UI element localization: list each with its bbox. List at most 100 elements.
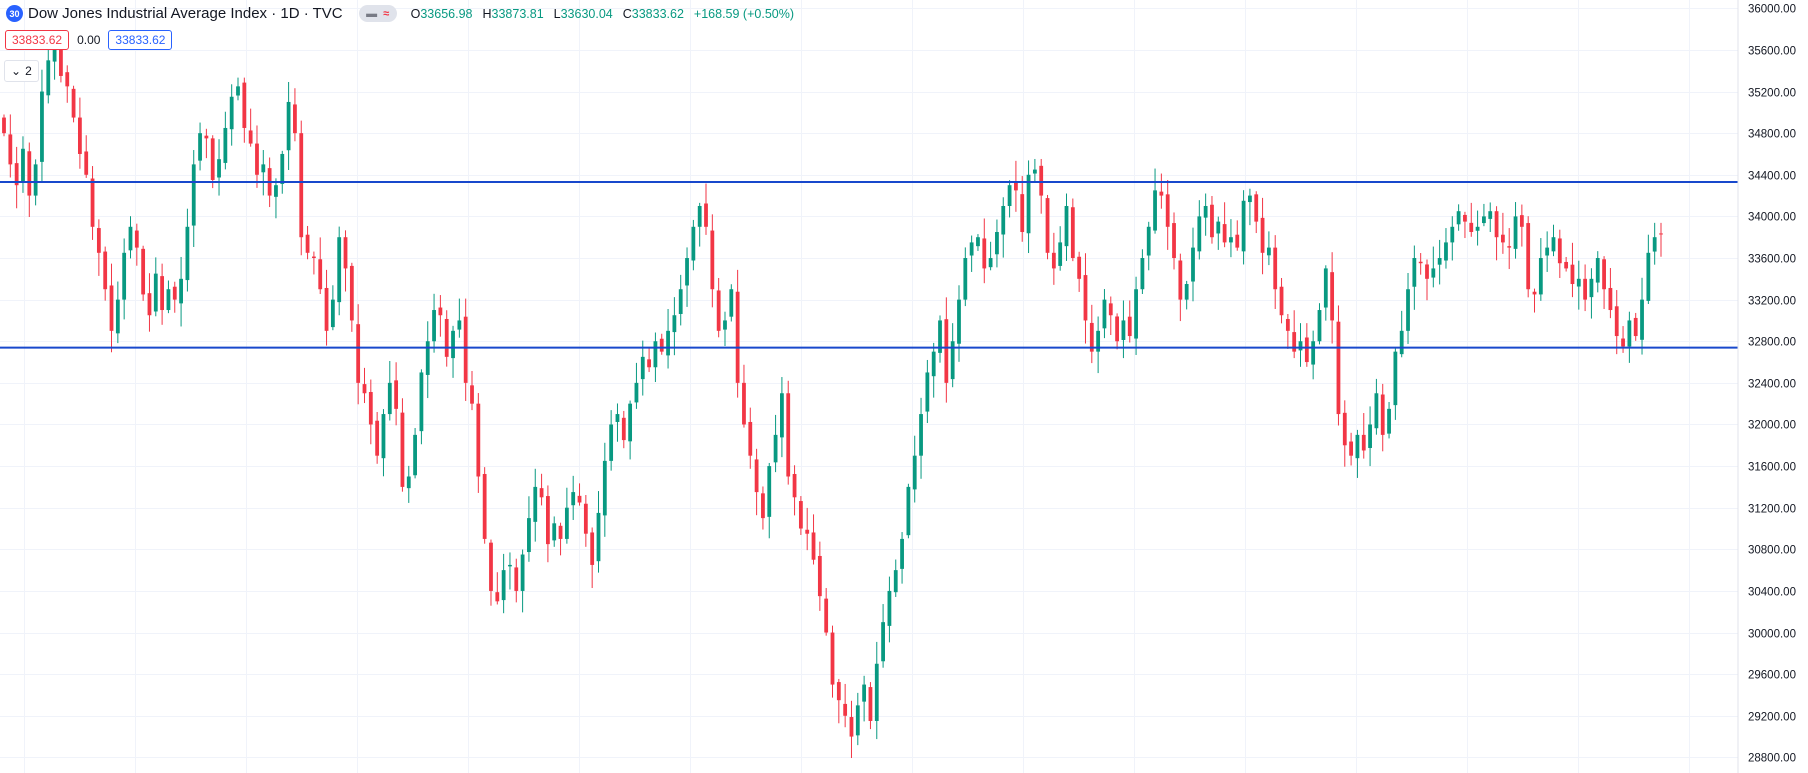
candle-body: [191, 164, 196, 226]
candle-body: [255, 143, 259, 175]
candle-body: [141, 248, 146, 295]
y-tick-label: 34000.00: [1748, 212, 1796, 224]
candle-body: [571, 492, 576, 506]
candle-body: [590, 532, 595, 565]
candle-body: [1494, 211, 1499, 238]
close-value: 33833.62: [631, 6, 684, 21]
candle-body: [609, 424, 614, 461]
candle-body: [349, 265, 354, 321]
candle-body: [862, 684, 867, 702]
candle-body: [1500, 234, 1505, 243]
candle-body: [59, 43, 63, 76]
candle-body: [602, 460, 607, 516]
candle-body: [1621, 338, 1625, 347]
buy-button[interactable]: 33833.62: [108, 30, 173, 50]
y-tick-label: 34400.00: [1748, 171, 1796, 183]
candle-body: [229, 96, 234, 130]
candle-body: [71, 88, 76, 118]
candle-body: [1197, 216, 1202, 252]
candle-body: [1532, 291, 1537, 295]
candle-body: [716, 290, 721, 331]
candle-body: [1178, 260, 1183, 300]
candle-body: [1595, 258, 1600, 283]
chevron-down-icon: ⌄: [11, 64, 22, 78]
candle-body: [451, 330, 455, 359]
y-tick-label: 33600.00: [1748, 254, 1796, 266]
candle-body: [1096, 330, 1101, 352]
candle-body: [1241, 200, 1246, 252]
y-tick-label: 31600.00: [1748, 462, 1796, 474]
candle-body: [780, 393, 784, 438]
y-tick-label: 35200.00: [1748, 88, 1796, 100]
candle-body: [77, 117, 82, 154]
candle-body: [824, 598, 829, 633]
candle-body: [90, 178, 95, 227]
candle-body: [647, 359, 651, 368]
candle-body: [754, 459, 759, 493]
candle-body: [691, 226, 696, 261]
candle-body: [982, 238, 987, 269]
candle-body: [179, 278, 183, 304]
candle-body: [634, 382, 639, 403]
candle-body: [1589, 278, 1594, 298]
candle-body: [1273, 247, 1278, 290]
indicators-toggle-button[interactable]: ⌄ 2: [4, 60, 39, 82]
candle-body: [236, 86, 240, 96]
price-axis-background: [1738, 0, 1808, 773]
candle-body: [520, 554, 525, 591]
chart-legend: 30 Dow Jones Industrial Average Index · …: [6, 5, 794, 22]
ohlc-values: O33656.98 H33873.81 L33630.04 C33833.62 …: [410, 6, 794, 21]
candle-body: [659, 338, 664, 352]
candle-body: [406, 476, 411, 489]
candle-body: [217, 159, 221, 178]
candle-body: [957, 299, 961, 344]
candle-body: [198, 133, 202, 161]
candle-body: [394, 380, 399, 409]
candle-body: [261, 164, 266, 173]
candle-body: [969, 242, 974, 256]
candle-body: [33, 164, 38, 196]
candle-body: [1102, 299, 1107, 329]
candle-body: [1165, 194, 1170, 227]
candle-body: [400, 412, 405, 487]
candle-body: [1235, 234, 1240, 248]
candle-body: [950, 341, 955, 380]
candle-body: [160, 276, 165, 311]
minus-icon: ▬: [366, 7, 378, 20]
candle-body: [836, 682, 841, 701]
candle-body: [1570, 264, 1575, 285]
horizontal-lines[interactable]: 34331.2132739.04: [0, 173, 1808, 356]
candle-body: [21, 148, 25, 182]
sell-button[interactable]: 33833.62: [5, 30, 70, 50]
candle-body: [1507, 246, 1512, 248]
candle-body: [1279, 286, 1284, 316]
candles: [2, 30, 1663, 759]
candle-body: [172, 286, 177, 300]
y-tick-label: 31200.00: [1748, 504, 1796, 516]
candle-body: [1254, 194, 1259, 222]
symbol-logo[interactable]: 30: [6, 5, 23, 22]
trade-row: 33833.62 0.00 33833.62: [5, 30, 173, 50]
y-tick-label: 32000.00: [1748, 420, 1796, 432]
candle-body: [153, 273, 158, 312]
legend-toggle-button[interactable]: ▬ ≈: [358, 5, 397, 22]
price-axis[interactable]: 28800.00 29200.00 29600.00 30000.00 30400.00…: [1737, 0, 1808, 773]
candle-body: [387, 382, 392, 415]
candle-body: [103, 251, 108, 290]
candle-body: [887, 590, 892, 626]
candle-body: [1014, 182, 1018, 191]
symbol-title[interactable]: Dow Jones Industrial Average Index · 1D …: [28, 5, 343, 22]
candle-body: [1058, 242, 1063, 266]
grid-horizontal: [0, 8, 1738, 758]
candle-body: [1444, 242, 1448, 261]
candle-body: [995, 232, 999, 255]
candle-body: [425, 341, 430, 375]
candle-body: [1153, 190, 1157, 231]
candle-body: [653, 341, 658, 368]
candle-body: [1026, 174, 1031, 234]
candle-body: [1260, 217, 1265, 253]
candle-body: [514, 567, 519, 591]
candle-body: [242, 82, 247, 128]
candle-body: [1456, 211, 1461, 225]
